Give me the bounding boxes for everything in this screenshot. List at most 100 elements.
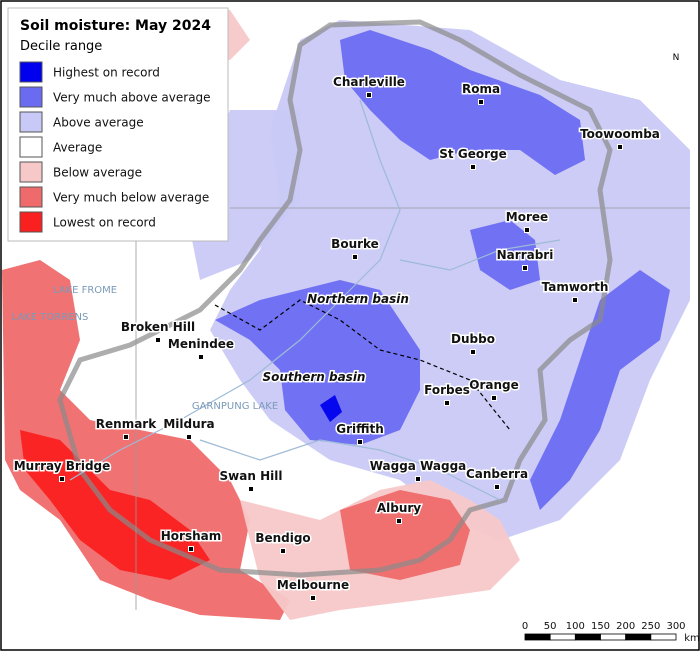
scale-segment	[524, 633, 551, 641]
moisture-area	[320, 395, 342, 422]
scale-segment	[600, 633, 627, 641]
place-label: Narrabri	[497, 248, 554, 262]
legend-label: Lowest on record	[53, 216, 156, 230]
legend-swatch	[19, 136, 43, 158]
scale-segment	[574, 633, 601, 641]
place-label: Canberra	[466, 467, 528, 481]
legend-label: Below average	[53, 166, 142, 180]
legend-label: Above average	[53, 116, 144, 130]
town-marker	[186, 434, 192, 440]
town-marker	[366, 92, 372, 98]
town-marker	[524, 227, 530, 233]
moisture-area	[470, 220, 540, 290]
scale-segment	[625, 633, 652, 641]
rivers	[69, 99, 561, 501]
scale-label: 50	[544, 621, 557, 632]
scale-label: 0	[522, 621, 528, 632]
town-marker	[491, 395, 497, 401]
town-marker	[248, 486, 254, 492]
moisture-layer	[2, 10, 690, 620]
north-arrow: N	[673, 53, 680, 63]
place-label: Tamworth	[542, 280, 609, 294]
legend-swatch	[19, 111, 43, 133]
town-marker	[123, 434, 129, 440]
place-label: Swan Hill	[220, 469, 283, 483]
legend-swatch	[19, 211, 43, 233]
place-label: Horsham	[161, 529, 222, 543]
region-label: Northern basin	[307, 292, 409, 306]
place-label: Dubbo	[451, 332, 495, 346]
place-label: Menindee	[168, 337, 234, 351]
legend-label: Highest on record	[53, 66, 160, 80]
scale-label: 300	[666, 621, 685, 632]
scale-label: 100	[566, 621, 585, 632]
legend-title: Soil moisture: May 2024	[20, 18, 211, 34]
town-marker	[188, 546, 194, 552]
labels: Charleville Roma Toowoomba St George Moree Na…	[12, 74, 661, 601]
town-marker	[494, 484, 500, 490]
scale-label: 150	[591, 621, 610, 632]
legend-label: Very much below average	[53, 191, 209, 205]
moisture-area	[20, 430, 210, 580]
town-marker	[415, 476, 421, 482]
moisture-area	[215, 280, 420, 445]
legend-box	[7, 7, 229, 242]
town-marker	[396, 518, 402, 524]
legend-label: Average	[53, 141, 102, 155]
legend-label: Very much above average	[53, 91, 211, 105]
basin-divide	[214, 299, 511, 431]
legend: Soil moisture: May 2024 Decile range Hig…	[7, 7, 229, 242]
legend-swatch	[19, 86, 43, 108]
place-label: Bourke	[331, 237, 379, 251]
town-marker	[198, 354, 204, 360]
place-label: Albury	[377, 501, 421, 515]
place-label: Renmark	[96, 417, 157, 431]
place-label: St George	[439, 147, 506, 161]
basin-boundary	[57, 19, 613, 578]
legend-swatch	[19, 186, 43, 208]
place-label: Griffith	[336, 422, 384, 436]
place-label: Murray Bridge	[14, 459, 111, 473]
town-marker	[155, 337, 161, 343]
town-marker	[310, 595, 316, 601]
region-label: Southern basin	[263, 370, 366, 384]
town-marker	[522, 265, 528, 271]
town-marker	[352, 254, 358, 260]
town-marker	[280, 548, 286, 554]
town-marker	[444, 400, 450, 406]
place-label: Bendigo	[255, 531, 310, 545]
town-marker	[59, 476, 65, 482]
place-label: Moree	[506, 210, 548, 224]
place-label: Forbes	[424, 383, 470, 397]
place-label: Orange	[469, 378, 519, 392]
place-label: Mildura	[163, 417, 214, 431]
place-label: Melbourne	[277, 578, 349, 592]
scale-label: 200	[616, 621, 635, 632]
legend-swatch	[19, 161, 43, 183]
moisture-area	[530, 270, 670, 510]
place-label: Broken Hill	[121, 320, 195, 334]
lake-label: GARNPUNG LAKE	[192, 401, 278, 412]
place-label: Charleville	[333, 75, 405, 89]
legend-subtitle: Decile range	[20, 39, 102, 54]
town-marker	[470, 349, 476, 355]
scale-segment	[549, 633, 576, 641]
legend-swatch	[19, 61, 43, 83]
place-label: Toowoomba	[580, 127, 660, 141]
town-marker	[617, 144, 623, 150]
town-marker	[470, 164, 476, 170]
town-marker	[357, 439, 363, 445]
scale-segment	[650, 633, 677, 641]
town-marker	[572, 297, 578, 303]
town-marker	[478, 99, 484, 105]
place-label: Wagga Wagga	[370, 459, 467, 473]
place-label: Roma	[462, 82, 500, 96]
lake-label: LAKE FROME	[53, 285, 117, 296]
moisture-area	[340, 30, 585, 175]
scale-unit: km	[684, 633, 700, 644]
lake-label: LAKE TORRENS	[12, 312, 89, 323]
moisture-area	[340, 490, 470, 580]
scale-label: 250	[641, 621, 660, 632]
